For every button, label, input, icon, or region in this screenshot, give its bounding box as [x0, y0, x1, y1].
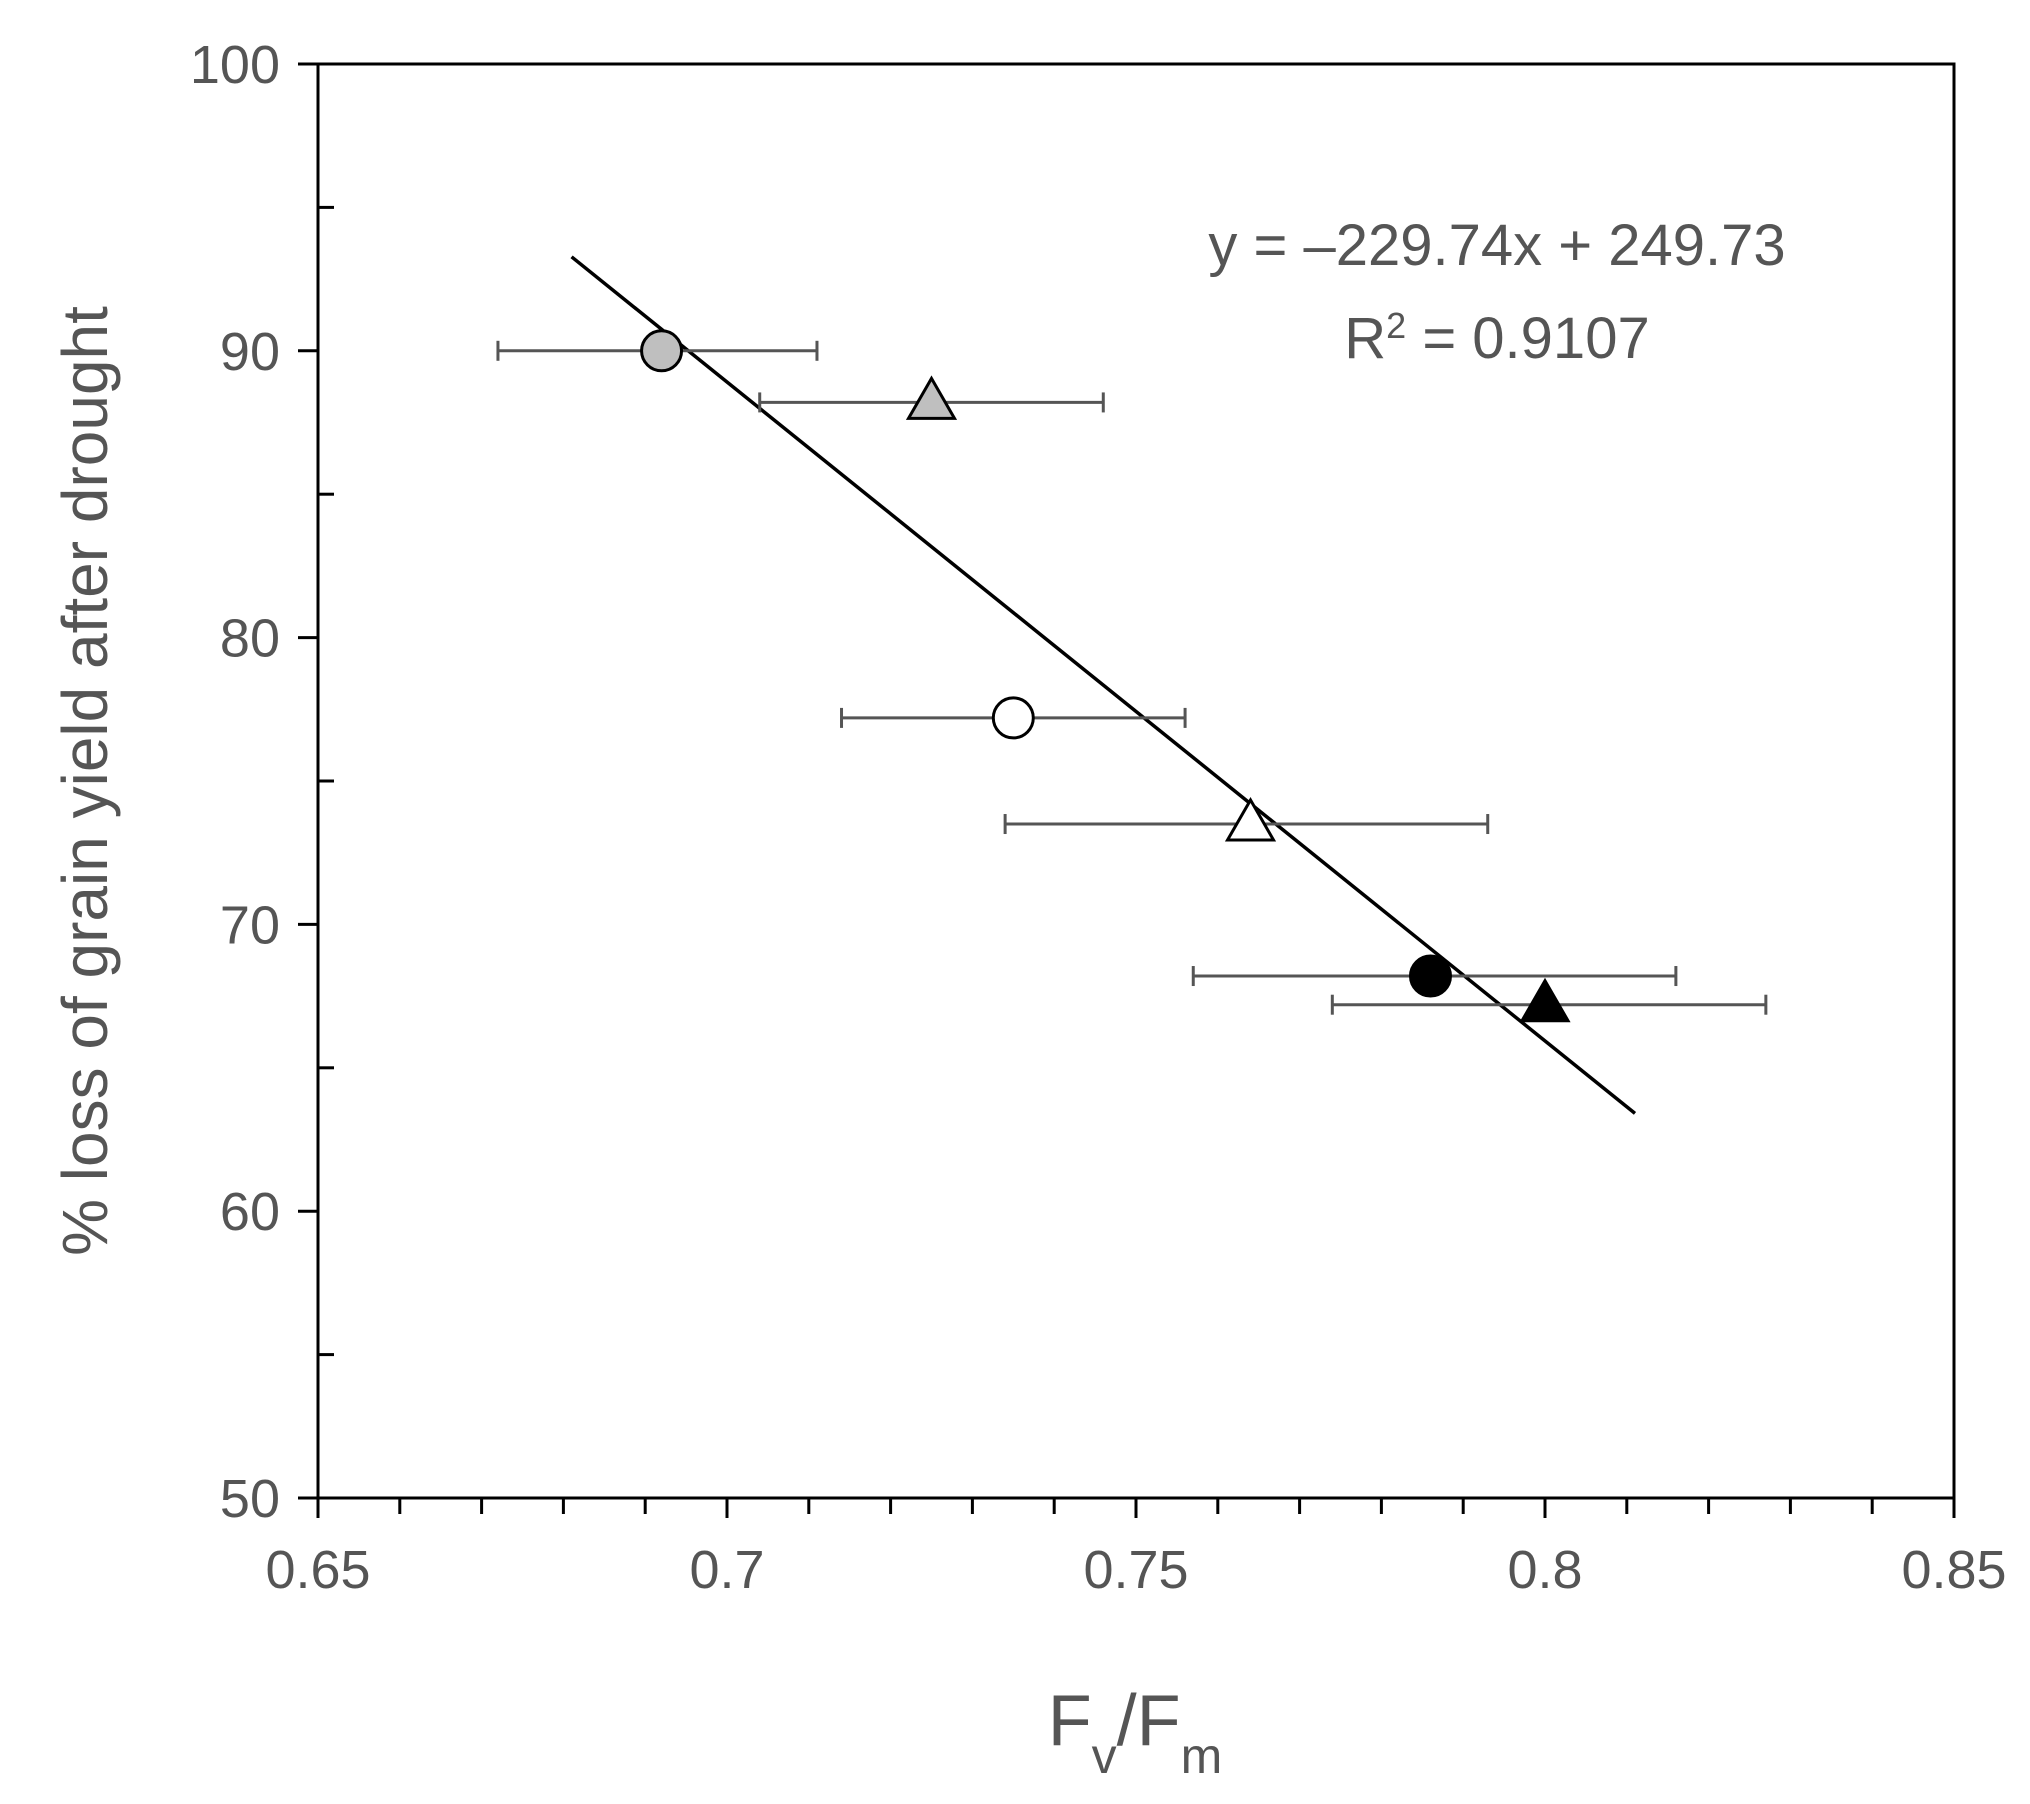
data-point-triangle	[905, 375, 958, 420]
y-tick-label: 100	[190, 35, 280, 95]
x-tick-label: 0.8	[1507, 1540, 1582, 1600]
regression-equation: y = –229.74x + 249.73	[1208, 213, 1785, 278]
trendline-layer	[570, 255, 1637, 1115]
y-tick-label: 60	[220, 1182, 280, 1242]
axis-ticks	[298, 62, 1956, 1518]
tick-labels: 0.65 0.7 0.75 0.8 0.85 50 60 70 80 90 100	[190, 35, 2007, 1600]
x-tick-label: 0.65	[265, 1540, 370, 1600]
regression-line	[570, 255, 1637, 1115]
x-axis-title: Fv/Fm	[1048, 1681, 1223, 1784]
x-tick-label: 0.7	[689, 1540, 764, 1600]
y-axis-title: % loss of grain yield after drought	[49, 306, 121, 1256]
error-bars	[496, 340, 1768, 1015]
r-squared-label: R2 = 0.9107	[1344, 305, 1649, 372]
data-point-circle	[1408, 954, 1452, 998]
data-point-circle	[991, 696, 1035, 740]
data-point-triangle	[1224, 797, 1277, 842]
data-markers	[640, 329, 1571, 1023]
plot-area-frame	[316, 62, 1956, 1500]
data-point-circle	[640, 329, 684, 373]
data-point-triangle	[1519, 977, 1571, 1023]
y-tick-label: 80	[220, 609, 280, 669]
y-tick-label: 70	[220, 895, 280, 955]
y-tick-label: 50	[220, 1469, 280, 1529]
y-tick-label: 90	[220, 322, 280, 382]
x-tick-label: 0.85	[1901, 1540, 2006, 1600]
x-tick-label: 0.75	[1083, 1540, 1188, 1600]
